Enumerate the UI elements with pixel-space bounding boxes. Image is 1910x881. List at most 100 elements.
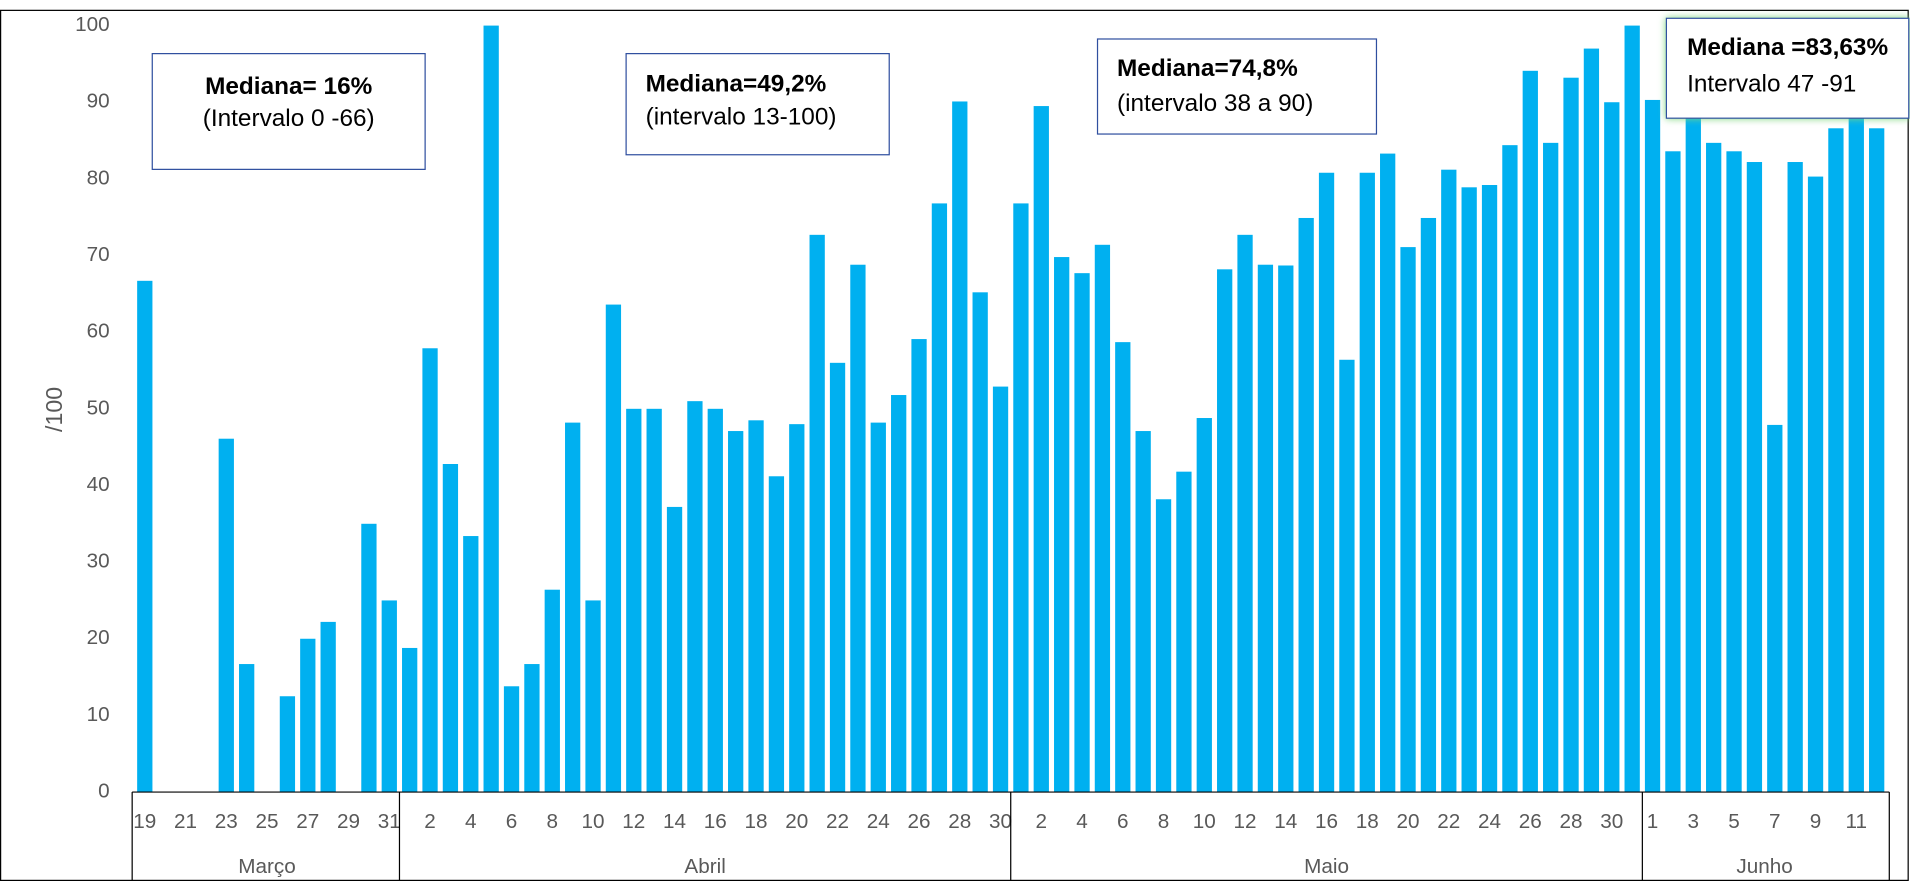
annotations: Mediana= 16% (Intervalo 0 -66) Mediana=4… <box>151 38 1378 170</box>
x-tick-label: 28 <box>1560 810 1583 833</box>
bar <box>1502 145 1518 793</box>
annotation-title: Mediana =83,63% <box>1687 34 1888 61</box>
bar <box>666 506 683 793</box>
bar <box>1155 499 1172 793</box>
bar <box>320 621 336 793</box>
bar <box>952 101 968 793</box>
x-tick-label: 23 <box>215 810 238 833</box>
bar <box>1298 217 1314 793</box>
x-tick-label: 27 <box>296 810 319 833</box>
x-tick-label: 5 <box>1728 810 1740 833</box>
annotation-box <box>1096 38 1378 135</box>
bar <box>626 408 642 793</box>
bar <box>972 292 988 793</box>
x-tick-label: 9 <box>1810 810 1822 833</box>
bar <box>1135 431 1151 793</box>
x-group-label: Maio <box>1304 855 1349 878</box>
bar <box>1094 244 1111 793</box>
x-tick-label: 21 <box>174 810 197 833</box>
bar <box>1380 153 1396 793</box>
bar <box>524 664 540 793</box>
x-tick-label: 6 <box>1117 810 1129 833</box>
x-tick-label: 31 <box>378 810 401 833</box>
y-tick-label: 0 <box>98 780 110 803</box>
bar <box>1196 418 1212 793</box>
bar <box>1828 128 1844 793</box>
y-tick-label: 40 <box>87 473 110 496</box>
x-tick-label: 16 <box>1315 810 1338 833</box>
bar <box>992 386 1009 793</box>
annotation-text: (intervalo 38 a 90) <box>1117 90 1313 117</box>
bar <box>218 438 234 793</box>
bar <box>361 523 377 793</box>
bar <box>850 264 866 793</box>
bar <box>1278 265 1294 793</box>
bar <box>422 348 438 793</box>
bar <box>1257 264 1274 793</box>
annotation-box <box>151 53 426 170</box>
x-tick-label: 28 <box>948 810 971 833</box>
bar <box>1644 99 1661 793</box>
y-tick-label: 90 <box>87 90 110 113</box>
bar <box>544 589 560 793</box>
bar <box>463 536 479 793</box>
x-tick-label: 24 <box>1478 810 1501 833</box>
bar <box>279 696 296 793</box>
x-tick-label: 8 <box>1158 810 1170 833</box>
bar <box>402 647 418 793</box>
bar <box>1339 359 1355 793</box>
x-tick-label: 1 <box>1647 810 1659 833</box>
bar <box>870 422 886 793</box>
chart-border <box>0 9 1909 881</box>
bar <box>931 203 948 793</box>
bar <box>1013 203 1029 793</box>
x-tick-label: 24 <box>867 810 890 833</box>
annotation-box <box>1665 17 1910 119</box>
x-tick-label: 14 <box>663 810 686 833</box>
bar <box>1624 25 1640 793</box>
y-tick-label: 60 <box>87 320 110 343</box>
bar <box>1522 70 1538 793</box>
bar <box>442 464 459 793</box>
bar <box>585 600 601 793</box>
bar <box>1217 269 1233 793</box>
annotation-title: Mediana= 16% <box>205 73 373 100</box>
x-tick-label: 16 <box>704 810 727 833</box>
bar <box>707 408 723 793</box>
bar <box>605 304 622 793</box>
x-tick-label: 3 <box>1688 810 1700 833</box>
y-tick-label: 20 <box>87 626 110 649</box>
y-axis-label: /100 <box>41 387 67 432</box>
x-tick-label: 6 <box>506 810 518 833</box>
x-tick-label: 14 <box>1274 810 1297 833</box>
bar <box>891 395 907 793</box>
bar <box>728 431 744 793</box>
annotation-title: Mediana=49,2% <box>646 71 827 98</box>
bar <box>748 420 764 793</box>
bar <box>687 401 703 793</box>
bar <box>1074 273 1090 793</box>
bar <box>1441 169 1457 793</box>
y-tick-label: 70 <box>87 243 110 266</box>
bar <box>1787 162 1803 793</box>
x-tick-label: 30 <box>989 810 1012 833</box>
bar <box>1033 106 1049 793</box>
y-tick-label: 30 <box>87 550 110 573</box>
x-tick-label: 20 <box>785 810 808 833</box>
bar <box>1318 172 1335 793</box>
bar <box>789 424 805 793</box>
x-tick-label: 11 <box>1846 810 1867 833</box>
x-tick-label: 26 <box>908 810 931 833</box>
x-tick-label: 26 <box>1519 810 1542 833</box>
bar <box>911 339 927 793</box>
bar <box>239 664 255 793</box>
x-tick-label: 4 <box>1076 810 1088 833</box>
x-group-label: Março <box>238 855 296 878</box>
bar <box>1604 102 1620 793</box>
x-tick-label: 4 <box>465 810 477 833</box>
bar <box>1176 471 1192 793</box>
x-tick-label: 19 <box>133 810 156 833</box>
bar <box>1054 257 1070 793</box>
bar <box>1767 424 1783 793</box>
bar <box>1706 142 1722 793</box>
